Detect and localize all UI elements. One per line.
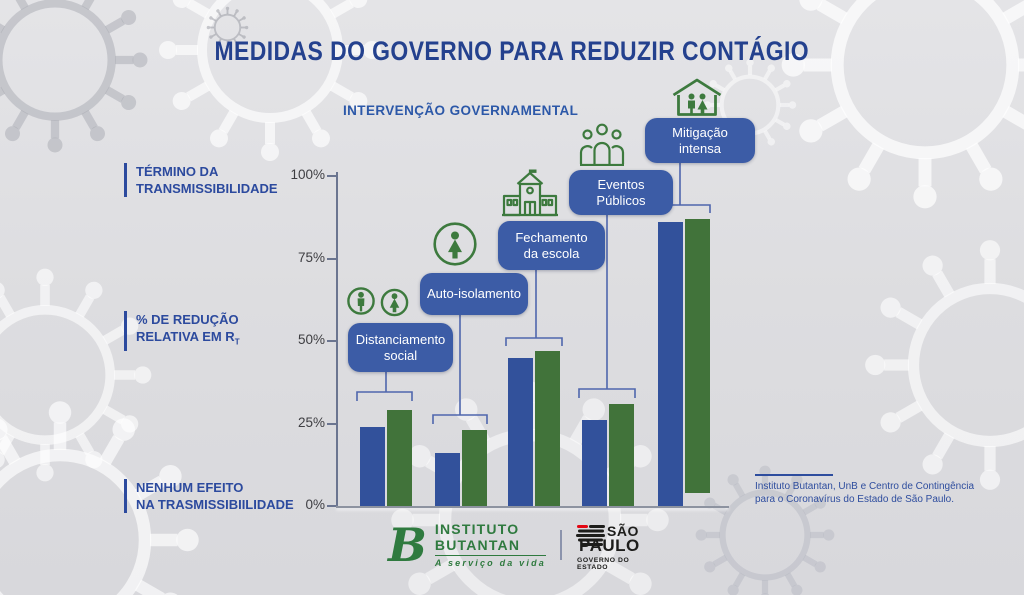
- label-bubble-mitigacao-intensa: Mitigação intensa: [645, 118, 755, 163]
- label-bubble-auto-isolamento: Auto-isolamento: [420, 273, 528, 315]
- butantan-logo: B INSTITUTO BUTANTAN A serviço da vida: [388, 521, 546, 568]
- bar-serie-azul-3: [508, 357, 533, 506]
- x-axis-line: [336, 506, 729, 508]
- source-note: Instituto Butantan, UnB e Centro de Cont…: [755, 474, 974, 506]
- butantan-name-line1: INSTITUTO: [434, 521, 520, 537]
- sao-paulo-logo: SÃO PAULO GOVERNO DO ESTADO: [576, 523, 656, 571]
- bar-serie-azul-5: [658, 222, 683, 506]
- bar-serie-verde-3: [535, 350, 560, 506]
- axis-annotation-top: TÉRMINO DA TRANSMISSIBILIDADE: [124, 163, 278, 197]
- logo-separator: [560, 529, 562, 560]
- source-text-line1: Instituto Butantan, UnB e Centro de Cont…: [755, 481, 975, 492]
- annotation-line: RELATIVA EM R: [136, 329, 235, 344]
- man-woman-circled-icon: [347, 287, 409, 317]
- bar-serie-azul-2: [435, 453, 460, 506]
- y-tick-label: 100%: [290, 167, 325, 182]
- y-tick-mark: [327, 175, 336, 177]
- virus-watermark: [0, 0, 155, 160]
- y-tick-mark: [327, 505, 336, 507]
- virus-watermark: [770, 0, 1024, 220]
- annotation-line: TÉRMINO DA: [136, 164, 219, 179]
- axis-annotation-bottom: NENHUM EFEITO NA TRASMISSIBIILIDADE: [124, 479, 294, 513]
- annotation-line: TRANSMISSIBILIDADE: [136, 181, 278, 196]
- y-axis-line: [336, 172, 338, 508]
- virus-watermark: [855, 230, 1024, 500]
- annotation-line: NENHUM EFEITO: [136, 480, 244, 495]
- bar-serie-verde-1: [387, 410, 412, 506]
- bar-serie-verde-2: [462, 430, 487, 506]
- school-icon: [502, 169, 558, 217]
- y-tick-mark: [327, 422, 336, 425]
- chart-title: INTERVENÇÃO GOVERNAMENTAL: [343, 103, 579, 118]
- y-tick-mark: [327, 257, 336, 260]
- y-tick-label: 0%: [305, 497, 325, 512]
- virus-watermark: [150, 0, 390, 170]
- label-bubble-eventos-publicos: Eventos Públicos: [569, 170, 673, 215]
- bar-serie-azul-4: [582, 420, 607, 506]
- label-bubble-distanciamento-social: Distanciamento social: [348, 323, 453, 372]
- bar-serie-verde-5: [685, 218, 710, 493]
- people-group-icon: [579, 123, 625, 166]
- page-title: MEDIDAS DO GOVERNO PARA REDUZIR CONTÁGIO: [214, 36, 810, 66]
- virus-watermark: [0, 260, 160, 490]
- y-tick-mark: [327, 340, 336, 342]
- label-bubble-fechamento-da-escola: Fechamento da escola: [498, 221, 605, 270]
- source-text-line2: para o Coronavírus do Estado de São Paul…: [755, 493, 955, 505]
- y-tick-label: 25%: [297, 414, 325, 430]
- house-family-icon: [672, 78, 722, 116]
- annotation-line: NA TRASMISSIBIILIDADE: [136, 497, 294, 512]
- annotation-line: % DE REDUÇÃO: [136, 312, 239, 327]
- bar-serie-azul-1: [360, 426, 385, 506]
- woman-circled-icon: [433, 222, 477, 266]
- butantan-name-line2: BUTANTAN: [434, 537, 546, 556]
- y-tick-label: 75%: [297, 249, 325, 265]
- butantan-logo-mark: B: [388, 517, 427, 572]
- source-divider: [755, 474, 833, 476]
- sao-paulo-line2: PAULO: [579, 535, 640, 555]
- butantan-tagline: A serviço da vida: [434, 558, 546, 568]
- y-tick-label: 50%: [297, 332, 325, 347]
- sao-paulo-line3: GOVERNO DO ESTADO: [577, 556, 630, 571]
- bar-serie-verde-4: [609, 403, 634, 506]
- axis-annotation-middle: % DE REDUÇÃO RELATIVA EM RT: [124, 311, 240, 351]
- footer-logos: B INSTITUTO BUTANTAN A serviço da vida S…: [388, 521, 656, 571]
- rt-subscript: T: [234, 337, 240, 347]
